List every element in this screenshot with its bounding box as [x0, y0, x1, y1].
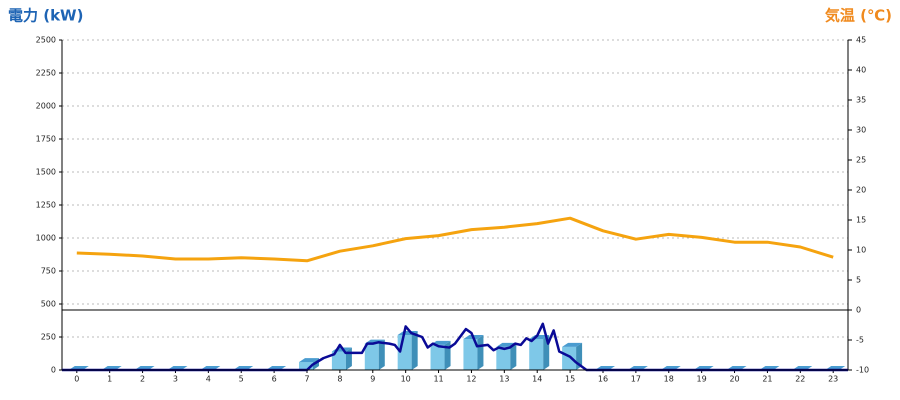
x-tick-label: 23	[828, 375, 838, 384]
x-tick-label: 3	[173, 375, 178, 384]
y-tick-label: 0	[51, 366, 56, 375]
x-tick-label: 11	[433, 375, 443, 384]
x-tick-label: 22	[795, 375, 805, 384]
y2-tick-label: 30	[856, 126, 866, 135]
x-tick-label: 5	[239, 375, 244, 384]
x-tick-label: 19	[697, 375, 707, 384]
y-tick-label: 1250	[36, 201, 56, 210]
y2-tick-label: -10	[856, 366, 869, 375]
temperature-line	[76, 216, 834, 263]
y2-tick-label: 0	[856, 306, 861, 315]
bar	[529, 338, 544, 370]
bar	[430, 344, 445, 370]
left-axis-title: 電力 (kW)	[8, 7, 83, 25]
bar-side	[477, 334, 484, 370]
x-tick-label: 16	[598, 375, 608, 384]
right-axis-title: 気温 (℃)	[825, 7, 892, 25]
x-tick-label: 4	[206, 375, 211, 384]
y2-tick-label: 20	[856, 186, 866, 195]
bar	[463, 338, 478, 370]
x-tick-label: 0	[74, 375, 79, 384]
x-tick-label: 13	[499, 375, 509, 384]
bar	[562, 346, 577, 370]
y-tick-label: 2250	[36, 69, 56, 78]
x-tick-label: 18	[664, 375, 674, 384]
x-tick-label: 20	[729, 375, 739, 384]
bar	[299, 362, 314, 370]
y2-tick-label: 5	[856, 276, 861, 285]
y2-tick-label: -5	[856, 336, 864, 345]
bar-side	[510, 342, 517, 370]
y2-tick-label: 25	[856, 156, 866, 165]
x-tick-label: 21	[762, 375, 772, 384]
x-tick-label: 12	[466, 375, 476, 384]
y-tick-label: 1750	[36, 135, 56, 144]
x-tick-label: 6	[272, 375, 277, 384]
x-tick-label: 14	[532, 375, 542, 384]
x-tick-label: 17	[631, 375, 641, 384]
y-tick-label: 1000	[36, 234, 56, 243]
x-tick-label: 2	[140, 375, 145, 384]
x-tick-label: 10	[401, 375, 411, 384]
x-tick-label: 8	[337, 375, 342, 384]
bar-side	[444, 340, 451, 370]
y-tick-label: 500	[41, 300, 56, 309]
bar	[331, 351, 346, 370]
bar	[364, 343, 379, 370]
y-tick-label: 2500	[36, 36, 56, 45]
y2-tick-label: 40	[856, 66, 866, 75]
y-tick-label: 1500	[36, 168, 56, 177]
bar-top	[299, 358, 320, 363]
x-tick-label: 1	[107, 375, 112, 384]
x-tick-label: 9	[370, 375, 375, 384]
y2-tick-label: 45	[856, 36, 866, 45]
bar-side	[378, 339, 385, 370]
x-tick-label: 7	[304, 375, 309, 384]
power-line	[62, 322, 848, 372]
x-tick-label: 15	[565, 375, 575, 384]
y-tick-label: 750	[41, 267, 56, 276]
y2-tick-label: 10	[856, 246, 866, 255]
y2-tick-label: 35	[856, 96, 866, 105]
bar-top	[562, 342, 583, 347]
y2-tick-label: 15	[856, 216, 866, 225]
bar	[496, 346, 511, 370]
y-tick-label: 2000	[36, 102, 56, 111]
bar-side	[411, 331, 418, 370]
y-tick-label: 250	[41, 333, 56, 342]
